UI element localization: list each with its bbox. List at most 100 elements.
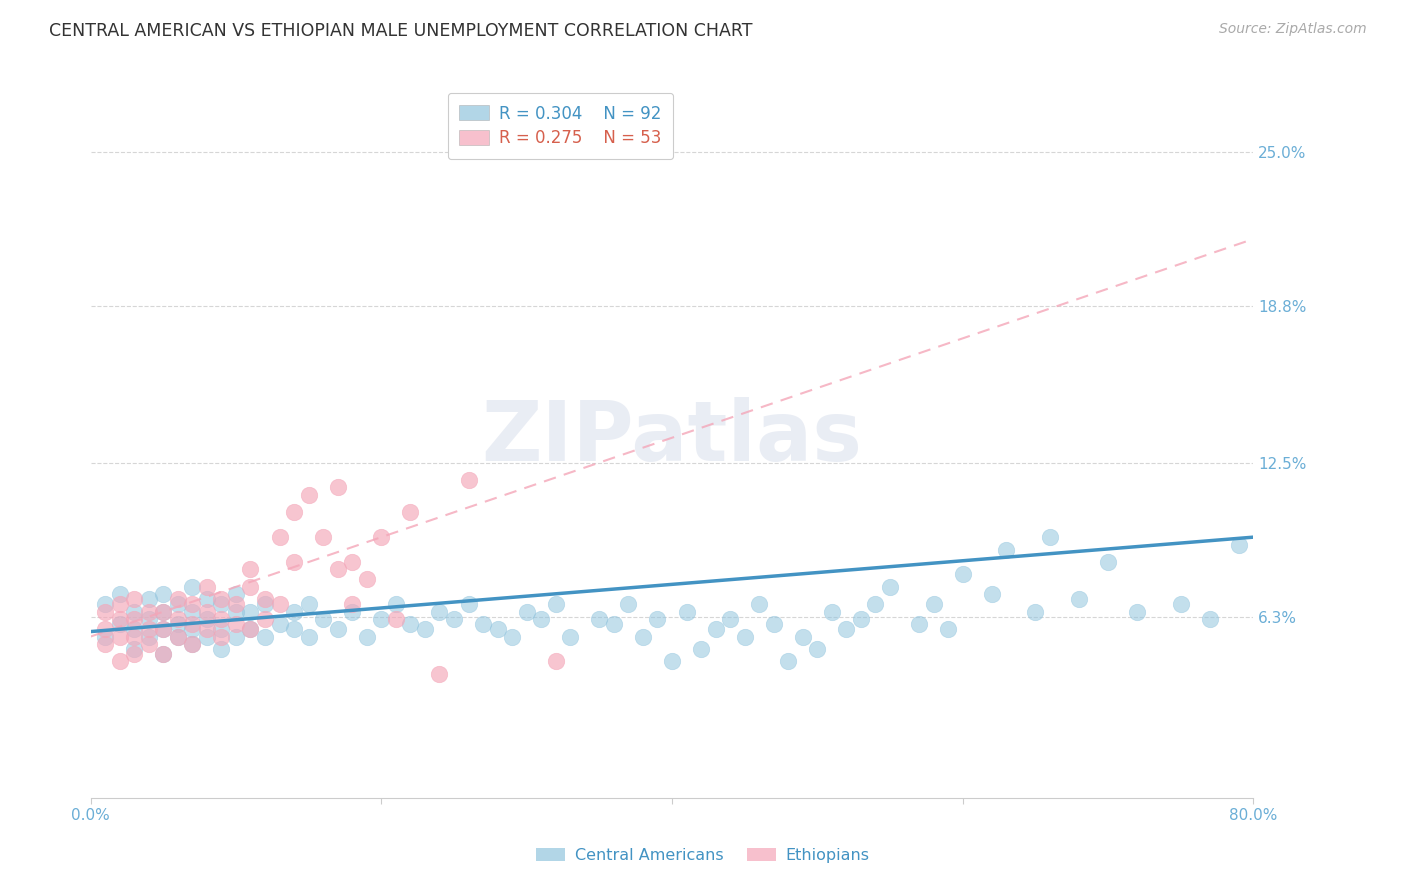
Point xyxy=(209,622,232,636)
Point xyxy=(690,642,713,657)
Point xyxy=(181,622,204,636)
Point xyxy=(385,612,408,626)
Point xyxy=(1024,605,1046,619)
Point xyxy=(356,630,378,644)
Point xyxy=(1227,538,1250,552)
Point xyxy=(166,612,188,626)
Point xyxy=(122,642,145,657)
Point xyxy=(298,630,321,644)
Point xyxy=(94,630,117,644)
Point xyxy=(225,630,247,644)
Point xyxy=(152,647,174,661)
Point xyxy=(835,622,858,636)
Point xyxy=(195,622,218,636)
Point xyxy=(239,605,262,619)
Point xyxy=(342,555,364,569)
Point xyxy=(806,642,828,657)
Point xyxy=(122,605,145,619)
Point xyxy=(108,597,131,611)
Point xyxy=(209,612,232,626)
Point xyxy=(181,580,204,594)
Point xyxy=(254,592,277,607)
Point xyxy=(122,612,145,626)
Point xyxy=(181,637,204,651)
Point xyxy=(152,587,174,601)
Point xyxy=(429,666,451,681)
Point xyxy=(138,622,160,636)
Point xyxy=(1097,555,1119,569)
Point xyxy=(122,647,145,661)
Point xyxy=(675,605,697,619)
Point xyxy=(108,587,131,601)
Point xyxy=(138,605,160,619)
Point xyxy=(385,597,408,611)
Point xyxy=(108,630,131,644)
Point xyxy=(879,580,901,594)
Point xyxy=(486,622,509,636)
Point xyxy=(631,630,654,644)
Point xyxy=(647,612,669,626)
Point xyxy=(922,597,945,611)
Point xyxy=(370,530,392,544)
Point xyxy=(166,592,188,607)
Point xyxy=(342,605,364,619)
Point xyxy=(283,622,305,636)
Point xyxy=(312,530,335,544)
Point xyxy=(138,592,160,607)
Point xyxy=(603,617,626,632)
Point xyxy=(748,597,770,611)
Point xyxy=(443,612,465,626)
Point xyxy=(849,612,872,626)
Point xyxy=(1198,612,1220,626)
Point xyxy=(181,597,204,611)
Point xyxy=(239,622,262,636)
Point xyxy=(152,605,174,619)
Point xyxy=(778,654,800,668)
Point xyxy=(269,530,291,544)
Point xyxy=(269,617,291,632)
Point xyxy=(530,612,553,626)
Point xyxy=(166,597,188,611)
Point xyxy=(94,622,117,636)
Point xyxy=(399,617,422,632)
Point xyxy=(152,647,174,661)
Legend: R = 0.304    N = 92, R = 0.275    N = 53: R = 0.304 N = 92, R = 0.275 N = 53 xyxy=(447,93,673,159)
Point xyxy=(138,612,160,626)
Point xyxy=(225,597,247,611)
Point xyxy=(588,612,610,626)
Point xyxy=(152,622,174,636)
Point xyxy=(298,597,321,611)
Point xyxy=(544,654,567,668)
Point xyxy=(269,597,291,611)
Point xyxy=(399,505,422,519)
Point xyxy=(980,587,1002,601)
Point xyxy=(225,605,247,619)
Point xyxy=(718,612,741,626)
Point xyxy=(209,642,232,657)
Point xyxy=(661,654,683,668)
Point xyxy=(94,637,117,651)
Point xyxy=(239,622,262,636)
Point xyxy=(516,605,538,619)
Point xyxy=(617,597,640,611)
Point xyxy=(122,592,145,607)
Point xyxy=(326,622,349,636)
Point xyxy=(457,597,479,611)
Point xyxy=(283,555,305,569)
Point xyxy=(429,605,451,619)
Point xyxy=(342,597,364,611)
Point xyxy=(254,597,277,611)
Point xyxy=(225,617,247,632)
Point xyxy=(1067,592,1090,607)
Point xyxy=(326,480,349,494)
Point xyxy=(312,612,335,626)
Point xyxy=(138,637,160,651)
Point xyxy=(734,630,756,644)
Point xyxy=(1039,530,1062,544)
Point xyxy=(995,542,1018,557)
Point xyxy=(908,617,931,632)
Point xyxy=(704,622,727,636)
Point xyxy=(283,605,305,619)
Point xyxy=(209,630,232,644)
Point xyxy=(821,605,844,619)
